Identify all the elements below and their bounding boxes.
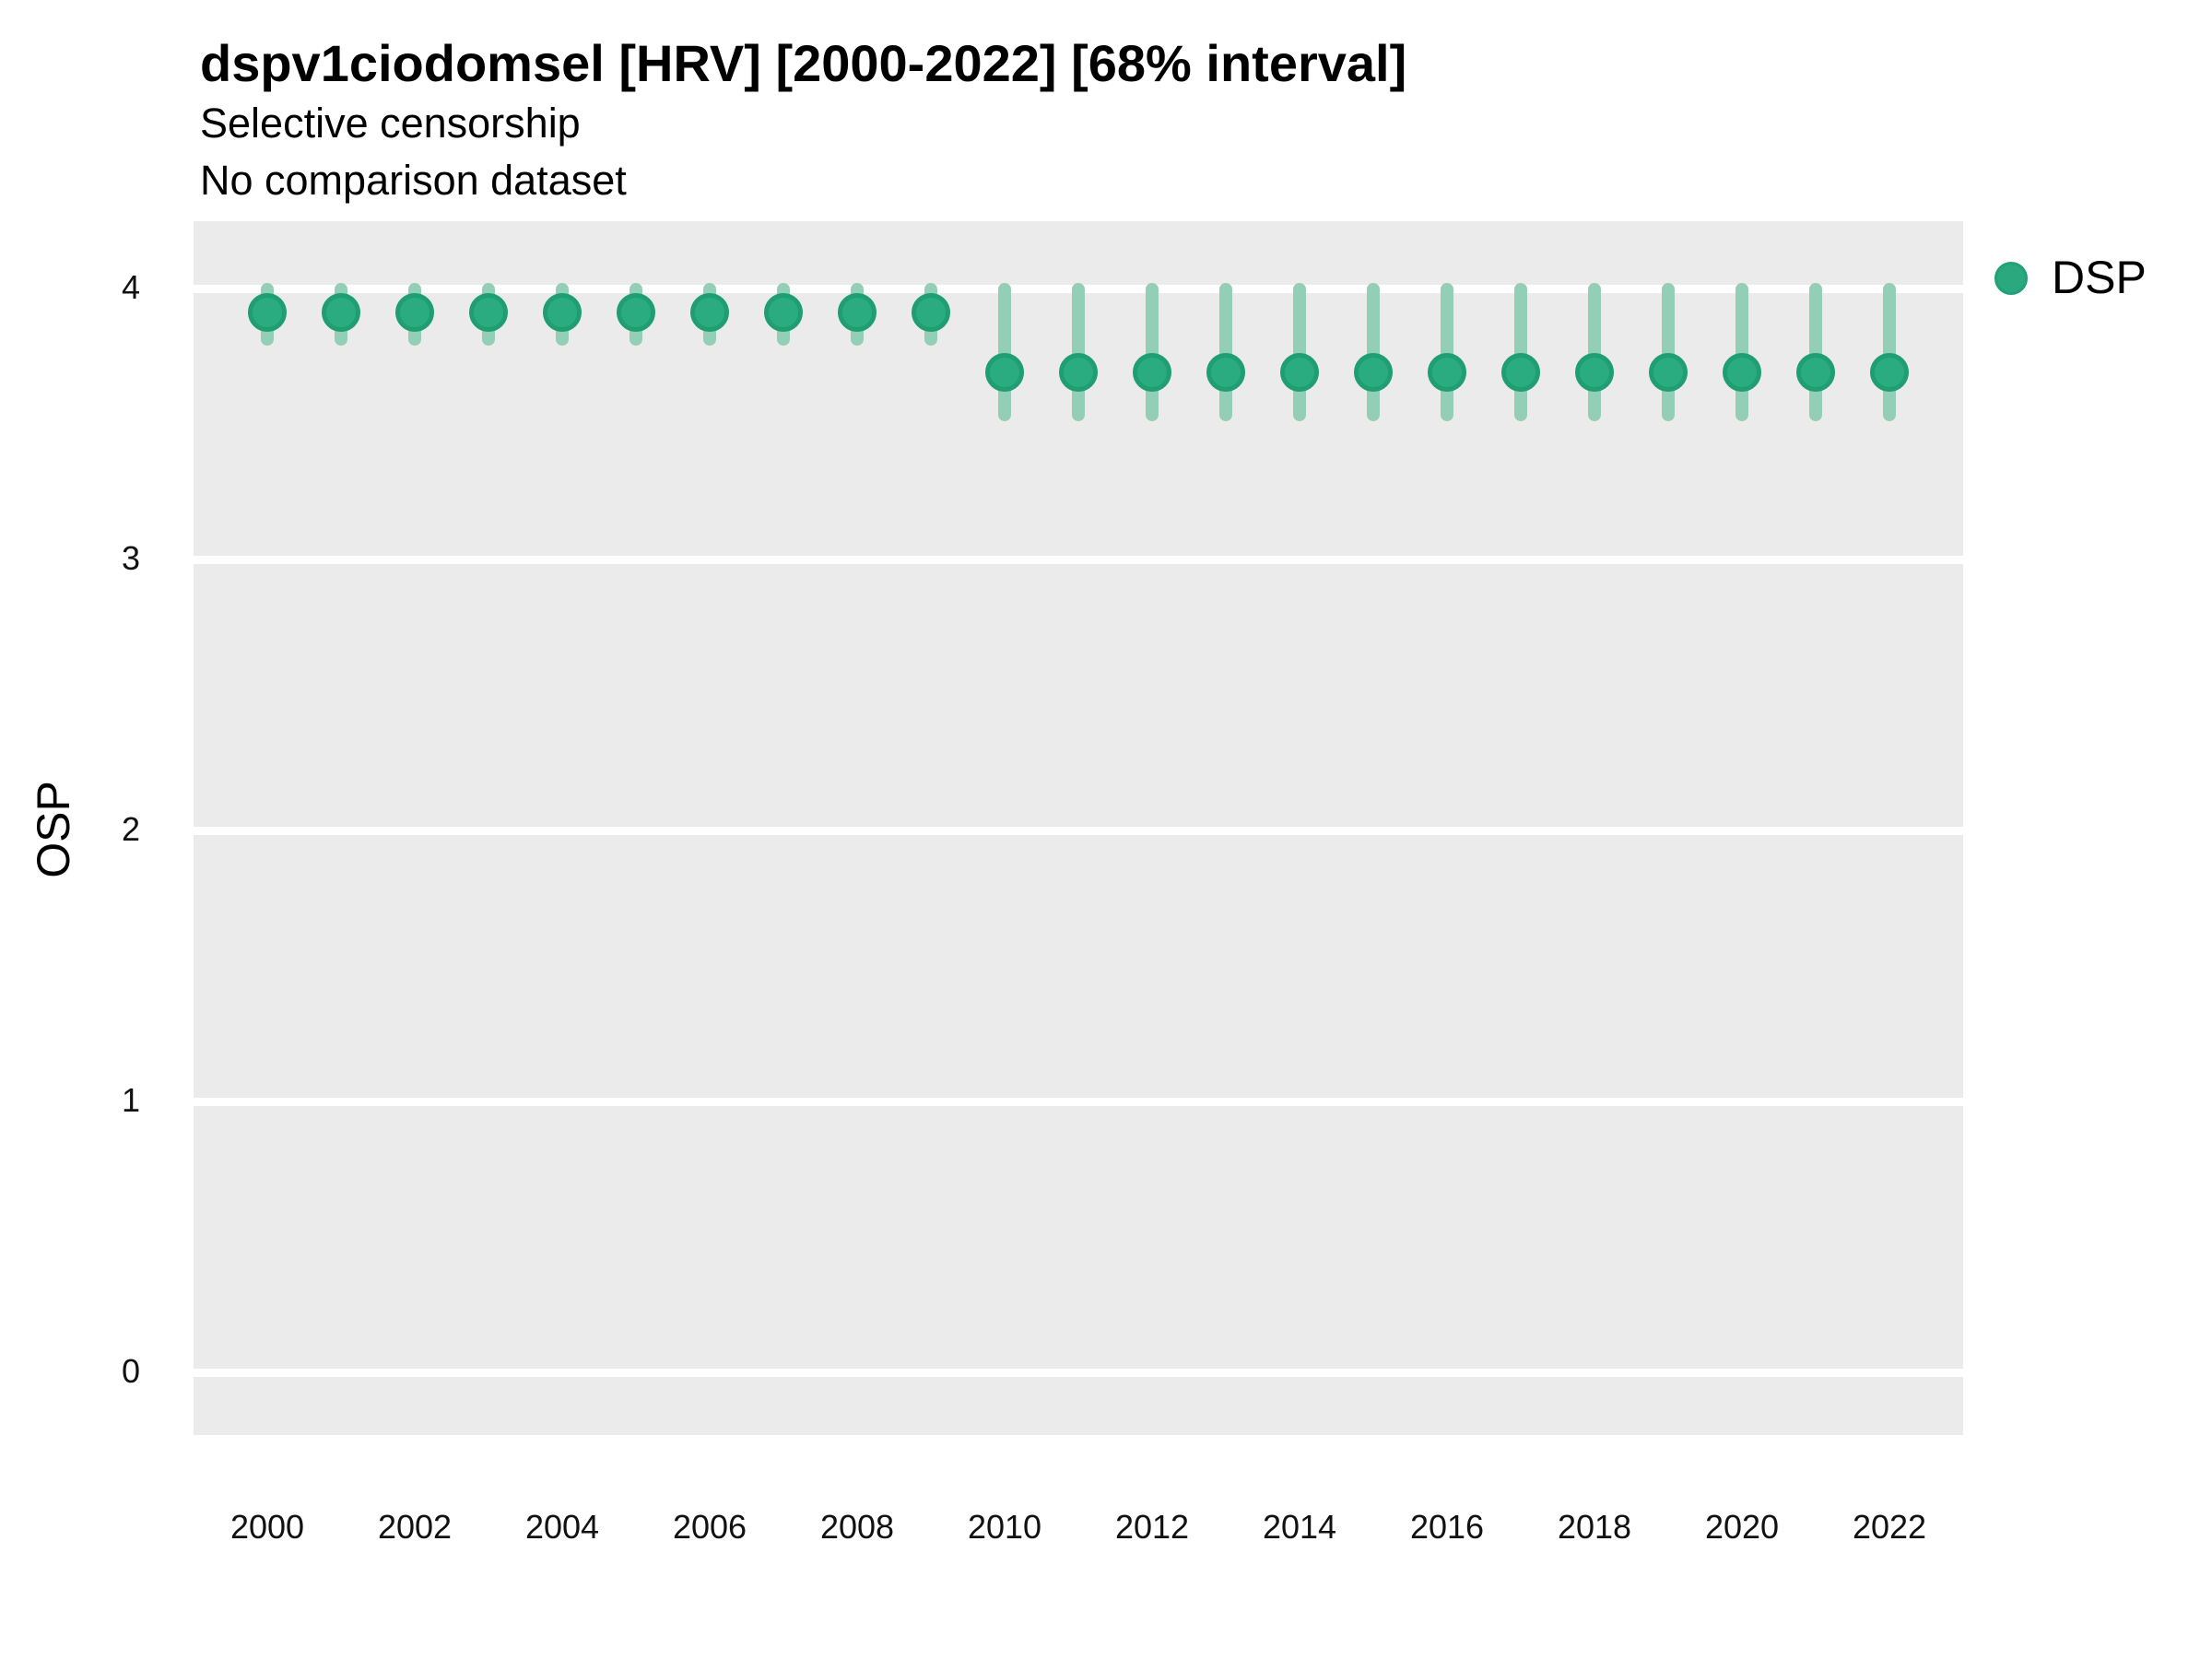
x-tick-label-2018: 2018 [1557,1508,1632,1546]
interval-bar-2011 [1072,283,1085,422]
x-tick-label-2008: 2008 [819,1508,895,1546]
x-tick-label-2010: 2010 [967,1508,1042,1546]
point-estimate-2008 [838,293,877,333]
point-estimate-2001 [322,293,360,333]
point-estimate-2002 [395,293,434,333]
gridline-y-1 [194,1098,1963,1106]
x-tick-label-2014: 2014 [1262,1508,1337,1546]
point-estimate-2005 [617,293,655,333]
point-estimate-2003 [469,293,508,333]
gridline-y-0 [194,1369,1963,1377]
y-tick-label-4: 4 [121,268,140,307]
interval-bar-2021 [1809,283,1822,422]
interval-bar-2016 [1441,283,1453,422]
interval-bar-2013 [1219,283,1232,422]
x-tick-label-2006: 2006 [672,1508,747,1546]
plot-panel [194,221,1963,1435]
point-estimate-2021 [1796,353,1835,393]
y-tick-label-1: 1 [121,1081,140,1120]
point-estimate-2015 [1354,353,1393,393]
interval-bar-2022 [1883,283,1896,422]
interval-bar-2018 [1588,283,1601,422]
chart-subtitle: Selective censorship [200,100,581,147]
x-tick-label-2022: 2022 [1852,1508,1927,1546]
legend: DSP [1991,251,2203,304]
interval-bar-2020 [1735,283,1748,422]
x-tick-label-2004: 2004 [524,1508,600,1546]
point-estimate-2020 [1723,353,1761,393]
chart-subtitle-2: No comparison dataset [200,157,627,204]
interval-bar-2017 [1514,283,1527,422]
gridline-y-2 [194,827,1963,835]
y-tick-label-2: 2 [121,810,140,849]
legend-label: DSP [2052,252,2147,303]
x-tick-label-2016: 2016 [1409,1508,1485,1546]
x-tick-label-2002: 2002 [377,1508,453,1546]
x-tick-label-2000: 2000 [229,1508,305,1546]
x-tick-label-2012: 2012 [1114,1508,1190,1546]
interval-bar-2019 [1662,283,1675,422]
point-estimate-2018 [1575,353,1614,393]
y-tick-label-3: 3 [121,539,140,578]
point-estimate-2010 [985,353,1024,393]
chart-title: dspv1ciodomsel [HRV] [2000-2022] [68% in… [200,34,1407,92]
legend-dot-icon [1994,262,2028,295]
point-estimate-2022 [1870,353,1909,393]
point-estimate-2016 [1428,353,1466,393]
interval-bar-2014 [1293,283,1306,422]
interval-bar-2012 [1146,283,1159,422]
point-estimate-2011 [1059,353,1098,393]
point-estimate-2019 [1649,353,1688,393]
point-estimate-2017 [1501,353,1540,393]
point-estimate-2012 [1133,353,1171,393]
point-estimate-2009 [912,293,950,333]
point-estimate-2006 [690,293,729,333]
point-estimate-2000 [248,293,287,333]
gridline-y-3 [194,556,1963,564]
x-tick-label-2020: 2020 [1704,1508,1780,1546]
interval-bar-2010 [998,283,1011,422]
point-estimate-2004 [543,293,582,333]
interval-bar-2015 [1367,283,1380,422]
point-estimate-2007 [764,293,803,333]
y-tick-label-0: 0 [121,1352,140,1391]
point-estimate-2013 [1206,353,1245,393]
point-estimate-2014 [1280,353,1319,393]
